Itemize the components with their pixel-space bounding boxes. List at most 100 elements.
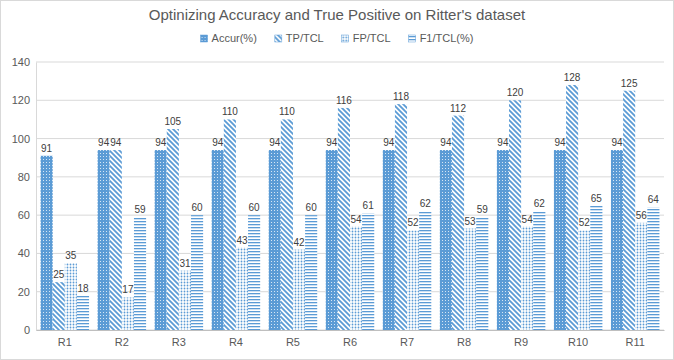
bar: [179, 271, 191, 330]
data-label: 105: [164, 116, 181, 127]
x-tick-label: R8: [457, 336, 471, 348]
data-label: 56: [636, 210, 648, 221]
bar: [224, 119, 236, 330]
legend-swatch: [201, 35, 208, 42]
data-label: 125: [621, 78, 638, 89]
legend-label: TP/TCL: [286, 32, 324, 44]
data-label: 59: [477, 204, 489, 215]
data-label: 91: [41, 143, 53, 154]
bar: [509, 100, 521, 330]
x-tick: R3: [172, 330, 186, 348]
bar: [269, 150, 281, 330]
data-label: 94: [98, 137, 110, 148]
data-label: 59: [134, 204, 146, 215]
x-tick-label: R11: [626, 336, 645, 348]
bar: [440, 150, 452, 330]
x-tick-label: R2: [115, 336, 129, 348]
bar: [521, 227, 533, 330]
y-tick-label: 100: [12, 133, 30, 145]
data-label: 31: [179, 258, 191, 269]
y-tick: 100: [12, 133, 36, 145]
x-tick: R5: [286, 330, 300, 348]
x-tick-label: R9: [514, 336, 528, 348]
bar: [407, 230, 419, 330]
data-label: 110: [279, 106, 295, 117]
data-label: 64: [648, 194, 660, 205]
x-tick-label: R1: [58, 336, 72, 348]
legend-swatch: [342, 35, 349, 42]
data-label: 35: [65, 250, 77, 261]
bar: [566, 85, 578, 330]
legend-item: TP/TCL: [275, 32, 324, 44]
bar: [212, 150, 224, 330]
legend-item: Accur(%): [201, 32, 257, 44]
bar: [383, 150, 395, 330]
x-tick-label: R7: [400, 336, 414, 348]
bar: [191, 215, 203, 330]
data-label: 94: [497, 137, 509, 148]
x-axis-line: [37, 330, 665, 331]
data-label: 128: [564, 72, 581, 83]
plot: 020406080100120140R1R2R3R4R5R6R7R8R9R10R…: [12, 56, 665, 348]
y-axis-line: [36, 63, 37, 331]
data-label: 60: [249, 202, 261, 213]
bar: [122, 297, 134, 330]
data-label: 52: [579, 217, 591, 228]
bar: [647, 207, 659, 330]
data-label: 94: [269, 137, 281, 148]
data-label: 118: [393, 91, 409, 102]
y-tick: 120: [12, 94, 36, 106]
y-tick-label: 20: [18, 286, 30, 298]
bar: [293, 250, 305, 330]
bar: [395, 104, 407, 330]
bars: [41, 85, 660, 330]
data-label: 54: [522, 214, 534, 225]
data-label: 52: [408, 217, 420, 228]
series: [41, 150, 624, 330]
data-label: 120: [507, 87, 524, 98]
data-label: 54: [350, 214, 362, 225]
bar: [497, 150, 509, 330]
y-tick-label: 60: [18, 209, 30, 221]
bar: [476, 217, 488, 330]
legend-swatch: [275, 35, 282, 42]
x-tick: R1: [58, 330, 72, 348]
bar: [110, 150, 122, 330]
x-axis: R1R2R3R4R5R6R7R8R9R10R11: [37, 330, 665, 348]
legend: Accur(%) TP/TCL FP/TCL F1/TCL(%): [201, 32, 474, 44]
bar: [77, 296, 89, 330]
x-tick: R2: [115, 330, 129, 348]
x-tick: R8: [457, 330, 471, 348]
y-tick-label: 140: [12, 56, 30, 68]
data-label: 94: [326, 137, 338, 148]
bar: [326, 150, 338, 330]
bar: [362, 213, 374, 330]
legend-item: F1/TCL(%): [409, 32, 474, 44]
bar: [554, 150, 566, 330]
data-label: 94: [155, 137, 167, 148]
legend-item: FP/TCL: [342, 32, 391, 44]
bar: [167, 129, 179, 330]
bar: [464, 229, 476, 330]
data-label: 110: [222, 106, 238, 117]
y-tick: 40: [18, 247, 36, 259]
series: [77, 206, 660, 330]
grid-line: [36, 62, 664, 63]
data-label: 61: [363, 200, 375, 211]
data-label: 42: [293, 237, 305, 248]
bar: [452, 116, 464, 330]
bar: [98, 150, 110, 330]
background: [1, 1, 674, 360]
bar: [533, 211, 545, 330]
data-label: 18: [77, 283, 89, 294]
data-label: 60: [306, 202, 318, 213]
y-tick: 80: [18, 171, 36, 183]
x-tick-label: R10: [568, 336, 588, 348]
y-tick: 140: [12, 56, 36, 68]
bar: [635, 223, 647, 330]
y-axis: 020406080100120140: [12, 56, 37, 336]
y-tick-label: 120: [12, 94, 30, 106]
legend-label: F1/TCL(%): [420, 32, 474, 44]
bar: [53, 282, 65, 330]
legend-label: FP/TCL: [353, 32, 391, 44]
